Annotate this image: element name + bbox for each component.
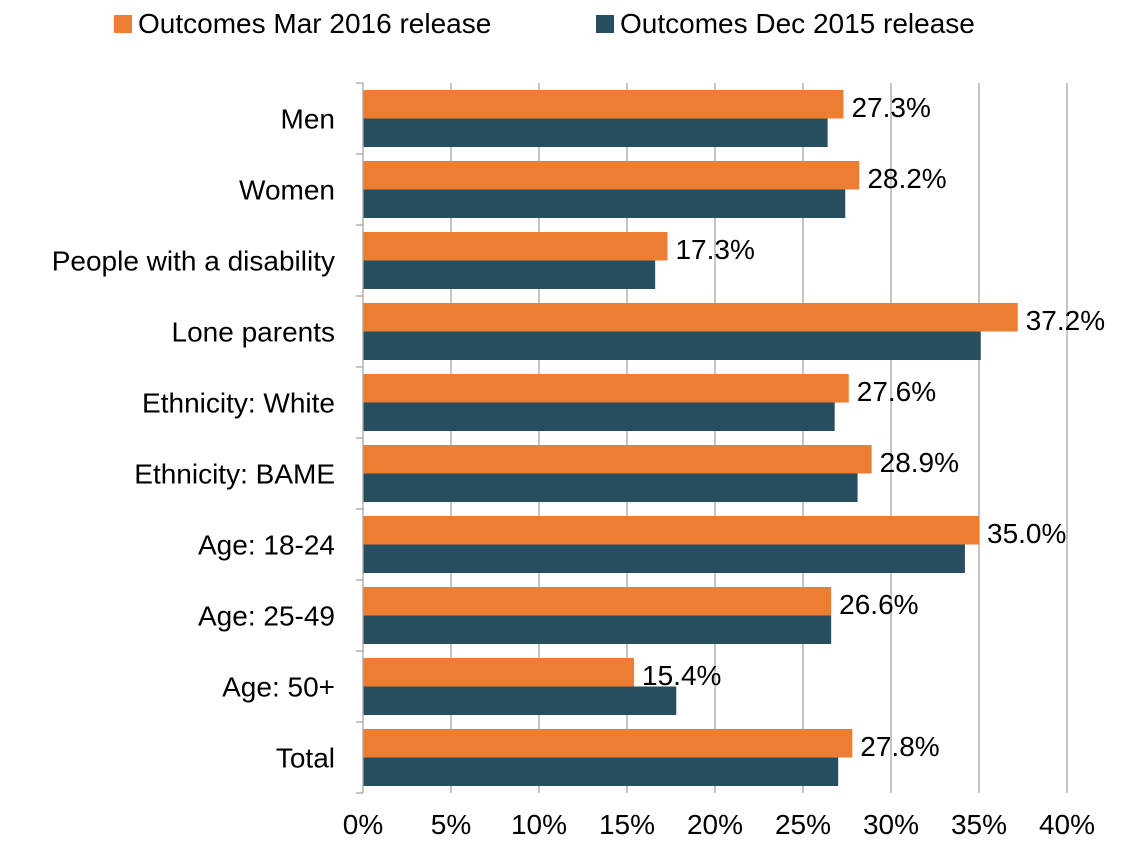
category-label-4: Ethnicity: White [142,388,335,419]
legend-label-mar-2016: Outcomes Mar 2016 release [138,8,492,39]
bar-mar-2016-0 [363,90,844,119]
category-label-1: Women [239,175,335,206]
x-tick-label-1: 5% [431,809,471,840]
bar-dec-2015-3 [363,331,981,360]
data-label-2: 17.3% [675,234,754,265]
data-label-0: 27.3% [851,92,930,123]
x-tick-label-6: 30% [863,809,919,840]
bar-dec-2015-1 [363,189,846,218]
legend-swatch-dec-2015 [596,15,614,33]
data-label-7: 26.6% [839,589,918,620]
category-label-2: People with a disability [52,246,335,277]
data-label-5: 28.9% [880,447,959,478]
bar-dec-2015-9 [363,757,839,786]
category-label-3: Lone parents [172,317,335,348]
bar-dec-2015-8 [363,686,677,715]
category-label-7: Age: 25-49 [198,601,335,632]
x-tick-label-7: 35% [951,809,1007,840]
legend: Outcomes Mar 2016 release Outcomes Dec 2… [0,4,1125,44]
x-tick-label-5: 25% [775,809,831,840]
bar-mar-2016-3 [363,303,1018,332]
data-label-6: 35.0% [987,518,1066,549]
legend-item-dec-2015: Outcomes Dec 2015 release [596,4,975,44]
x-tick-label-8: 40% [1039,809,1095,840]
bar-mar-2016-8 [363,658,635,687]
category-label-0: Men [281,104,335,135]
bar-dec-2015-4 [363,402,835,431]
data-label-9: 27.8% [860,731,939,762]
bar-mar-2016-6 [363,516,979,545]
x-tick-label-0: 0% [343,809,383,840]
legend-item-mar-2016: Outcomes Mar 2016 release [114,4,491,44]
bar-dec-2015-0 [363,118,828,147]
category-label-9: Total [276,743,335,774]
data-label-3: 37.2% [1026,305,1105,336]
bar-dec-2015-7 [363,615,832,644]
bar-mar-2016-7 [363,587,832,616]
legend-swatch-mar-2016 [114,15,132,33]
bar-mar-2016-9 [363,729,853,758]
bar-dec-2015-6 [363,544,965,573]
data-label-1: 28.2% [867,163,946,194]
category-label-8: Age: 50+ [222,672,335,703]
data-label-4: 27.6% [857,376,936,407]
bar-dec-2015-2 [363,260,656,289]
x-tick-label-2: 10% [511,809,567,840]
x-tick-label-4: 20% [687,809,743,840]
legend-label-dec-2015: Outcomes Dec 2015 release [620,8,975,39]
bar-mar-2016-1 [363,161,860,190]
category-label-5: Ethnicity: BAME [134,459,335,490]
x-tick-label-3: 15% [599,809,655,840]
category-label-6: Age: 18-24 [198,530,335,561]
bar-dec-2015-5 [363,473,858,502]
bar-mar-2016-4 [363,374,849,403]
bar-mar-2016-2 [363,232,668,261]
bar-mar-2016-5 [363,445,872,474]
data-label-8: 15.4% [642,660,721,691]
